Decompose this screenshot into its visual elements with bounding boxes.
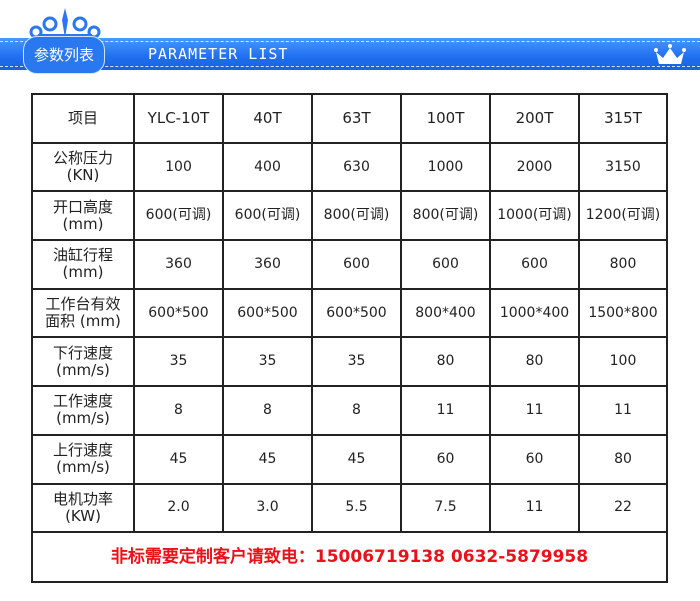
table-row: 开口高度 (mm) 600(可调) 600(可调) 800(可调) 800(可调) 1000… bbox=[31, 190, 668, 242]
table-cell: 80 bbox=[400, 336, 491, 388]
table-cell: 80 bbox=[489, 336, 580, 388]
row-label: 工作台有效 面积 (mm) bbox=[31, 287, 135, 339]
label-line: 工作台有效 bbox=[45, 295, 121, 314]
label-line: 电机功率 bbox=[52, 489, 113, 508]
column-header: 200T bbox=[489, 93, 580, 144]
table-cell: 1000 bbox=[400, 141, 491, 193]
parameter-table: 项目 YLC-10T 40T 63T 100T 200T 315T 公称压力 (KN) 100 40… bbox=[31, 93, 668, 584]
table-cell: 600*500 bbox=[311, 287, 402, 339]
table-cell: 2.0 bbox=[133, 482, 224, 534]
table-cell: 630 bbox=[311, 141, 402, 193]
header-row: 项目 YLC-10T 40T 63T 100T 200T 315T bbox=[31, 93, 668, 144]
table-cell: 1000(可调) bbox=[489, 190, 580, 242]
table-cell: 600(可调) bbox=[222, 190, 313, 242]
column-header: YLC-10T bbox=[133, 93, 224, 144]
table-cell: 80 bbox=[578, 433, 668, 485]
label-unit: (KN) bbox=[66, 166, 100, 185]
row-label: 公称压力 (KN) bbox=[31, 141, 135, 193]
row-label: 油缸行程 (mm) bbox=[31, 239, 135, 290]
row-label: 上行速度 (mm/s) bbox=[31, 433, 135, 485]
row-label: 开口高度 (mm) bbox=[31, 190, 135, 242]
table-cell: 45 bbox=[222, 433, 313, 485]
table-cell: 35 bbox=[311, 336, 402, 388]
crest-ornament-icon bbox=[29, 8, 101, 38]
section-title: PARAMETER LIST bbox=[148, 45, 289, 63]
table-row: 公称压力 (KN) 100 400 630 1000 2000 3150 bbox=[31, 141, 668, 193]
table-cell: 8 bbox=[311, 385, 402, 436]
table-cell: 60 bbox=[400, 433, 491, 485]
column-header: 315T bbox=[578, 93, 668, 144]
table-row: 上行速度 (mm/s) 45 45 45 60 60 80 bbox=[31, 433, 668, 485]
label-line: 开口高度 bbox=[52, 197, 113, 216]
label-unit: (mm) bbox=[62, 214, 104, 233]
label-line: 下行速度 bbox=[52, 343, 113, 362]
table-cell: 35 bbox=[222, 336, 313, 388]
table-cell: 800 bbox=[578, 239, 668, 290]
label-unit: (mm) bbox=[62, 263, 104, 282]
table-cell: 8 bbox=[222, 385, 313, 436]
table-cell: 22 bbox=[578, 482, 668, 534]
table-cell: 11 bbox=[400, 385, 491, 436]
table-cell: 11 bbox=[489, 385, 580, 436]
column-header: 100T bbox=[400, 93, 491, 144]
label-line: 上行速度 bbox=[52, 441, 113, 460]
label-line: 公称压力 bbox=[52, 149, 113, 168]
table-cell: 11 bbox=[489, 482, 580, 534]
table-cell: 7.5 bbox=[400, 482, 491, 534]
table-cell: 35 bbox=[133, 336, 224, 388]
header-banner bbox=[0, 38, 700, 70]
label-unit: 面积 (mm) bbox=[45, 312, 121, 331]
table-row: 电机功率 (KW) 2.0 3.0 5.5 7.5 11 22 bbox=[31, 482, 668, 534]
row-label: 下行速度 (mm/s) bbox=[31, 336, 135, 388]
table-cell: 45 bbox=[133, 433, 224, 485]
label-line: 油缸行程 bbox=[52, 246, 113, 265]
table-cell: 600(可调) bbox=[133, 190, 224, 242]
label-line: 工作速度 bbox=[52, 392, 113, 411]
table-row: 工作台有效 面积 (mm) 600*500 600*500 600*500 800*400… bbox=[31, 287, 668, 339]
label-unit: (mm/s) bbox=[56, 360, 110, 379]
table-cell: 600 bbox=[311, 239, 402, 290]
crown-icon bbox=[654, 44, 686, 64]
table-cell: 100 bbox=[578, 336, 668, 388]
row-label: 电机功率 (KW) bbox=[31, 482, 135, 534]
table-cell: 60 bbox=[489, 433, 580, 485]
table-cell: 800(可调) bbox=[400, 190, 491, 242]
label-unit: (KW) bbox=[65, 506, 101, 525]
label-unit: (mm/s) bbox=[56, 458, 110, 477]
column-header: 63T bbox=[311, 93, 402, 144]
table-cell: 800*400 bbox=[400, 287, 491, 339]
table-cell: 800(可调) bbox=[311, 190, 402, 242]
table-cell: 5.5 bbox=[311, 482, 402, 534]
table-cell: 45 bbox=[311, 433, 402, 485]
table-cell: 360 bbox=[133, 239, 224, 290]
table-cell: 3150 bbox=[578, 141, 668, 193]
footer-row: 非标需要定制客户请致电：15006719138 0632-5879958 bbox=[31, 531, 668, 584]
table-cell: 400 bbox=[222, 141, 313, 193]
table-cell: 600 bbox=[489, 239, 580, 290]
table-cell: 2000 bbox=[489, 141, 580, 193]
column-header: 项目 bbox=[31, 93, 135, 144]
label-unit: (mm/s) bbox=[56, 409, 110, 428]
table-row: 下行速度 (mm/s) 35 35 35 80 80 100 bbox=[31, 336, 668, 388]
table-cell: 100 bbox=[133, 141, 224, 193]
table-row: 工作速度 (mm/s) 8 8 8 11 11 11 bbox=[31, 385, 668, 436]
table-cell: 11 bbox=[578, 385, 668, 436]
table-row: 油缸行程 (mm) 360 360 600 600 600 800 bbox=[31, 239, 668, 290]
table-cell: 600*500 bbox=[222, 287, 313, 339]
table-cell: 600 bbox=[400, 239, 491, 290]
column-header: 40T bbox=[222, 93, 313, 144]
contact-note: 非标需要定制客户请致电：15006719138 0632-5879958 bbox=[31, 531, 668, 584]
section-badge: 参数列表 bbox=[23, 36, 105, 74]
table-cell: 600*500 bbox=[133, 287, 224, 339]
table-cell: 3.0 bbox=[222, 482, 313, 534]
table-cell: 1000*400 bbox=[489, 287, 580, 339]
table-cell: 1200(可调) bbox=[578, 190, 668, 242]
row-label: 工作速度 (mm/s) bbox=[31, 385, 135, 436]
table-cell: 8 bbox=[133, 385, 224, 436]
table-cell: 360 bbox=[222, 239, 313, 290]
table-cell: 1500*800 bbox=[578, 287, 668, 339]
